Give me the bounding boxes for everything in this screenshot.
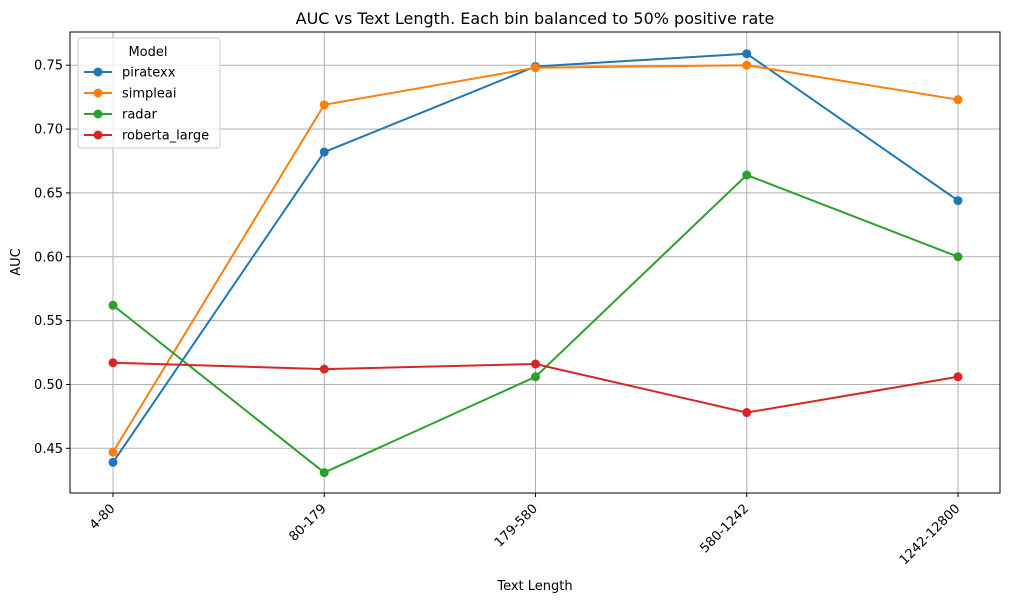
data-point-radar bbox=[531, 372, 540, 382]
legend-label-piratexx: piratexx bbox=[122, 66, 176, 81]
x-axis-label: Text Length bbox=[496, 579, 572, 594]
data-point-piratexx bbox=[319, 147, 329, 157]
y-tick-label: 0.45 bbox=[34, 442, 63, 457]
data-point-simpleai bbox=[531, 63, 540, 73]
data-point-simpleai bbox=[742, 60, 752, 70]
data-point-simpleai bbox=[319, 100, 329, 110]
y-tick-label: 0.60 bbox=[34, 250, 63, 265]
legend-marker-radar bbox=[93, 109, 103, 119]
legend-marker-roberta_large bbox=[93, 130, 103, 140]
data-point-roberta_large bbox=[108, 358, 118, 368]
data-point-radar bbox=[953, 252, 963, 262]
legend-marker-simpleai bbox=[93, 88, 103, 98]
legend-label-roberta_large: roberta_large bbox=[122, 129, 209, 144]
series-layer bbox=[108, 49, 963, 478]
y-tick-label: 0.70 bbox=[34, 123, 63, 138]
data-point-roberta_large bbox=[531, 359, 540, 369]
legend-title: Model bbox=[128, 45, 167, 60]
data-point-radar bbox=[108, 300, 118, 310]
legend-label-radar: radar bbox=[122, 108, 158, 123]
data-point-roberta_large bbox=[953, 372, 963, 382]
legend-box bbox=[77, 37, 221, 149]
data-point-roberta_large bbox=[742, 408, 752, 418]
legend-label-simpleai: simpleai bbox=[122, 87, 177, 102]
data-point-piratexx bbox=[953, 196, 963, 206]
data-point-radar bbox=[742, 170, 752, 180]
legend-marker-piratexx bbox=[93, 67, 103, 77]
data-point-simpleai bbox=[108, 447, 118, 457]
y-tick-label: 0.55 bbox=[34, 314, 63, 329]
data-point-simpleai bbox=[953, 95, 963, 105]
y-tick-label: 0.50 bbox=[34, 378, 63, 393]
legend: Model piratexx simpleai radar roberta_large bbox=[77, 37, 221, 149]
y-tick-label: 0.65 bbox=[34, 186, 63, 201]
chart-title: AUC vs Text Length. Each bin balanced to… bbox=[296, 9, 775, 28]
y-axis-label: AUC bbox=[9, 248, 24, 276]
data-point-piratexx bbox=[742, 49, 752, 59]
y-tick-label: 0.75 bbox=[34, 59, 63, 74]
data-point-radar bbox=[319, 468, 329, 478]
data-point-roberta_large bbox=[319, 364, 329, 374]
data-point-piratexx bbox=[108, 457, 118, 467]
y-axis: 0.45 0.50 0.55 0.60 0.65 0.70 0.75 bbox=[34, 59, 70, 457]
